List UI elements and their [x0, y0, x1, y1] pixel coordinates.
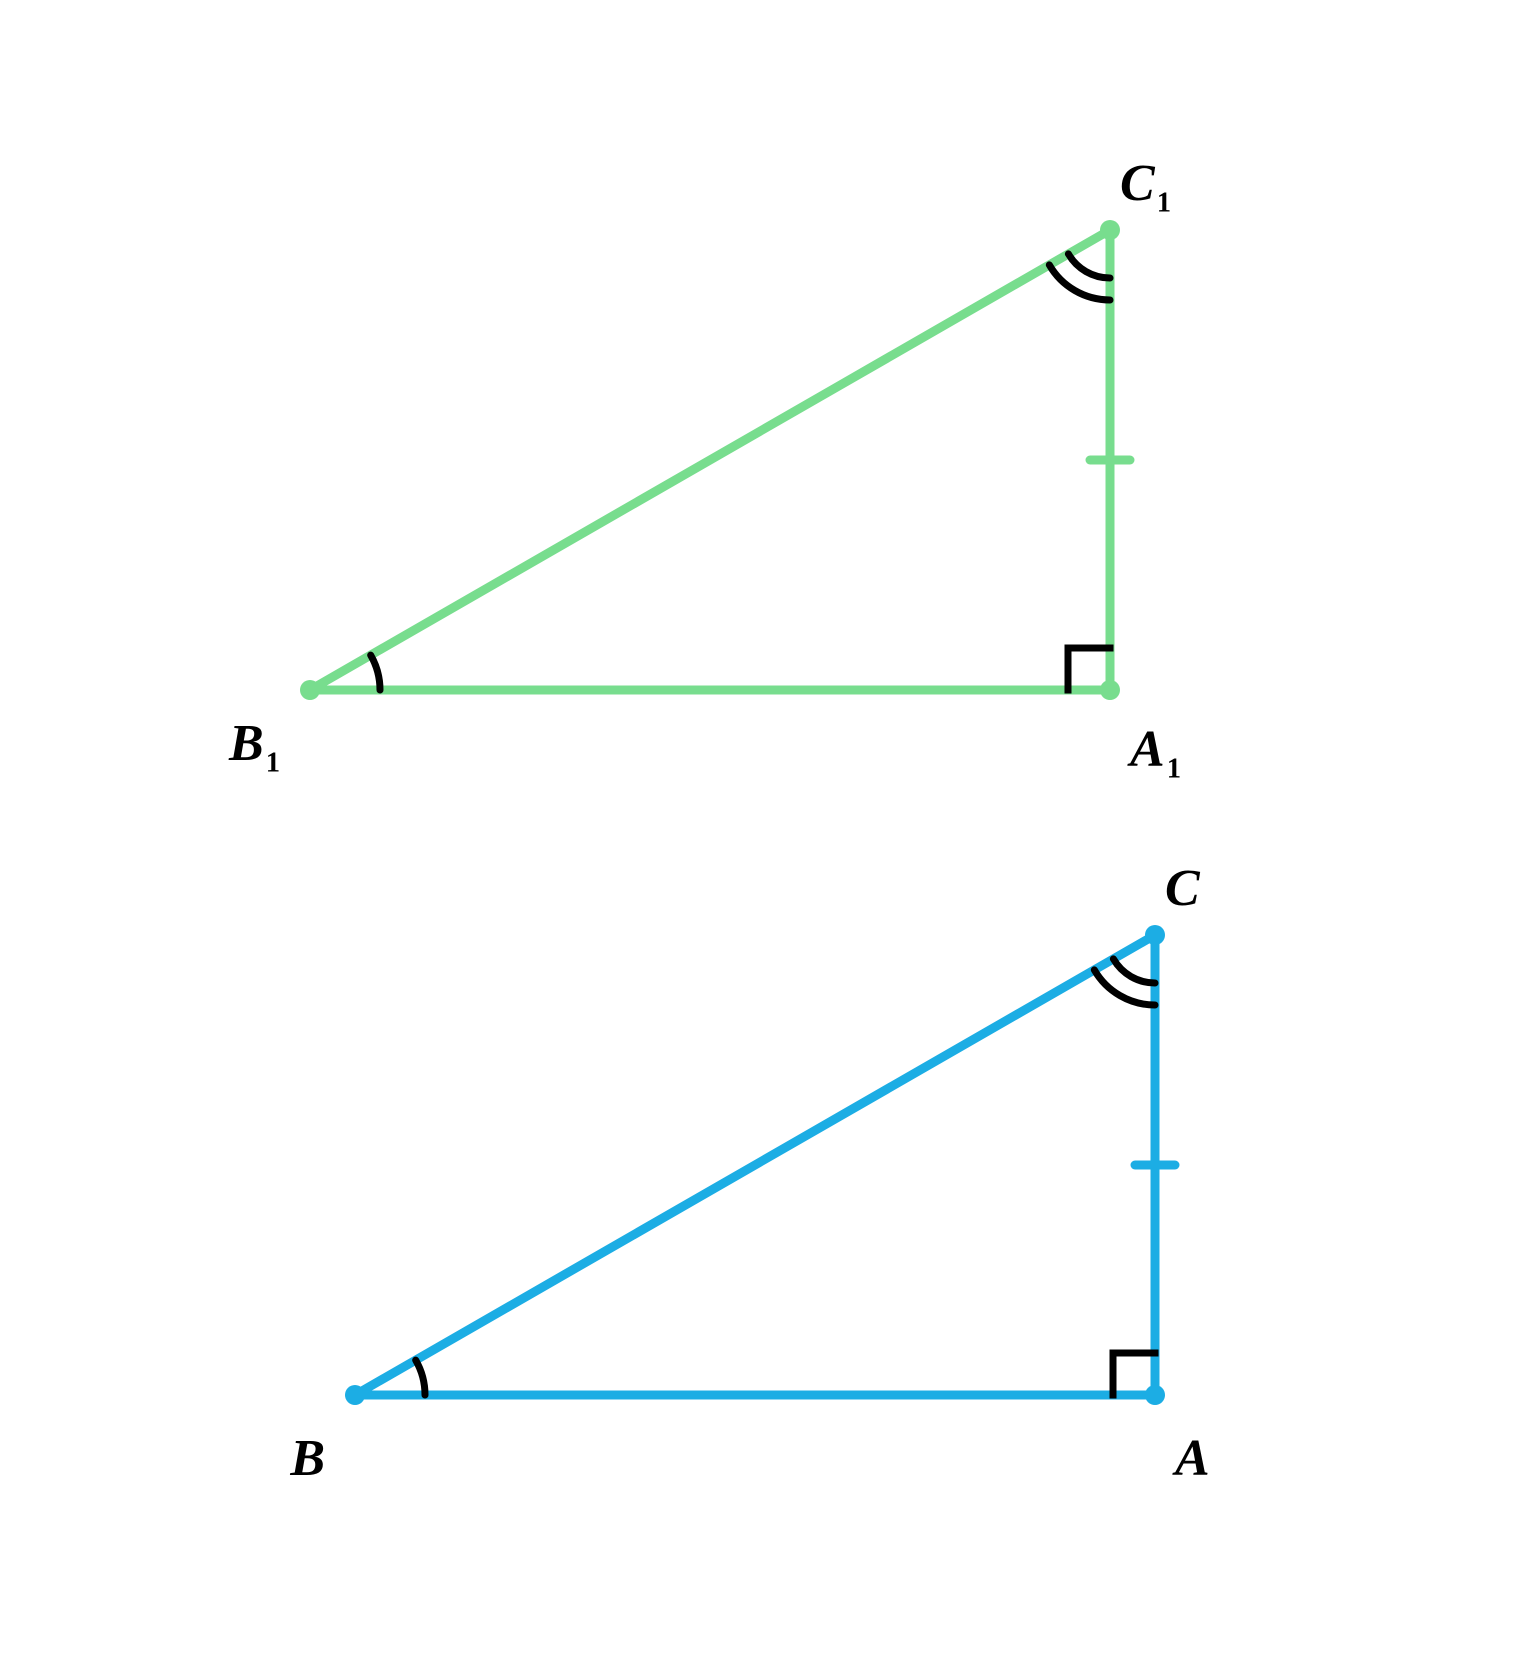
label-C: C1 [1120, 155, 1171, 218]
label-B: B1 [228, 715, 280, 778]
vertex-C [1100, 220, 1120, 240]
side-BC [355, 935, 1155, 1395]
angle-arc-C [1068, 254, 1110, 278]
vertex-C [1145, 925, 1165, 945]
vertex-B [345, 1385, 365, 1405]
label-B: B [289, 1430, 325, 1487]
vertex-A [1100, 680, 1120, 700]
angle-arc-B [416, 1360, 425, 1395]
vertex-A [1145, 1385, 1165, 1405]
angle-arc-C [1113, 959, 1155, 983]
vertex-B [300, 680, 320, 700]
angle-arc-B [371, 655, 380, 690]
label-C: C [1165, 860, 1201, 917]
triangle-top: B1 A1 C1 [228, 155, 1181, 784]
diagram-canvas: B1 A1 C1 B A C [0, 0, 1536, 1674]
label-A: A [1172, 1430, 1210, 1487]
triangle-bottom: B A C [289, 860, 1209, 1487]
side-BC [310, 230, 1110, 690]
label-A: A1 [1127, 721, 1181, 784]
